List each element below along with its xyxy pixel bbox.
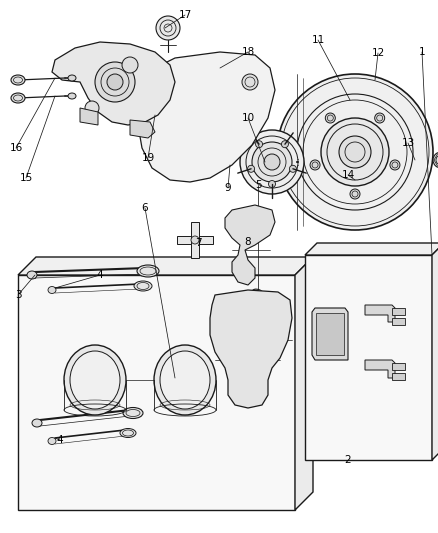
Ellipse shape (48, 287, 56, 294)
Text: 4: 4 (97, 270, 103, 280)
Polygon shape (365, 305, 395, 322)
Circle shape (240, 130, 304, 194)
Polygon shape (295, 257, 313, 510)
Circle shape (85, 101, 99, 115)
Polygon shape (210, 290, 292, 408)
Polygon shape (130, 120, 155, 138)
Polygon shape (365, 360, 395, 378)
Ellipse shape (48, 438, 56, 445)
Ellipse shape (64, 345, 126, 415)
Circle shape (242, 380, 262, 400)
Circle shape (350, 189, 360, 199)
Text: 18: 18 (241, 47, 254, 57)
Circle shape (339, 136, 371, 168)
Polygon shape (312, 308, 348, 360)
Polygon shape (305, 243, 438, 255)
Circle shape (282, 141, 289, 148)
Circle shape (374, 113, 385, 123)
Text: 7: 7 (194, 238, 201, 248)
Polygon shape (80, 108, 98, 125)
Polygon shape (177, 236, 213, 244)
Circle shape (107, 74, 123, 90)
Polygon shape (392, 373, 405, 380)
Polygon shape (305, 255, 432, 460)
Polygon shape (392, 308, 405, 315)
Circle shape (242, 300, 262, 320)
Text: 17: 17 (178, 10, 192, 20)
Text: 1: 1 (419, 47, 425, 57)
Text: 6: 6 (141, 203, 148, 213)
Circle shape (290, 165, 297, 172)
Circle shape (156, 16, 180, 40)
Text: 4: 4 (57, 435, 64, 445)
Polygon shape (138, 52, 275, 182)
Circle shape (390, 160, 400, 170)
Circle shape (277, 74, 433, 230)
Circle shape (242, 74, 258, 90)
Polygon shape (392, 363, 405, 370)
Circle shape (310, 160, 320, 170)
Ellipse shape (70, 351, 120, 409)
Ellipse shape (160, 351, 210, 409)
Circle shape (325, 113, 336, 123)
Ellipse shape (137, 265, 159, 277)
Text: 3: 3 (15, 290, 21, 300)
Text: 11: 11 (311, 35, 325, 45)
Circle shape (433, 152, 438, 168)
Text: 2: 2 (345, 455, 351, 465)
Circle shape (268, 181, 276, 188)
Circle shape (252, 142, 292, 182)
Circle shape (247, 165, 254, 172)
Polygon shape (432, 243, 438, 460)
Ellipse shape (233, 341, 263, 359)
Text: 15: 15 (19, 173, 32, 183)
Polygon shape (52, 42, 175, 125)
Ellipse shape (252, 289, 264, 297)
Ellipse shape (32, 419, 42, 427)
Ellipse shape (11, 75, 25, 85)
Ellipse shape (134, 281, 152, 291)
Circle shape (255, 141, 262, 148)
Ellipse shape (120, 429, 136, 438)
Text: 16: 16 (9, 143, 23, 153)
Text: 5: 5 (254, 180, 261, 190)
Text: 12: 12 (371, 48, 385, 58)
Text: 19: 19 (141, 153, 155, 163)
Circle shape (122, 57, 138, 73)
Circle shape (95, 62, 135, 102)
Circle shape (264, 154, 280, 170)
Text: 14: 14 (341, 170, 355, 180)
Circle shape (157, 74, 173, 90)
Circle shape (246, 212, 258, 224)
Polygon shape (18, 257, 313, 275)
Text: 8: 8 (245, 237, 251, 247)
Circle shape (321, 118, 389, 186)
Circle shape (191, 236, 199, 244)
Text: 9: 9 (225, 183, 231, 193)
Polygon shape (225, 205, 275, 285)
Polygon shape (18, 275, 295, 510)
Ellipse shape (27, 271, 37, 279)
Text: 13: 13 (401, 138, 415, 148)
Ellipse shape (123, 408, 143, 418)
Circle shape (242, 266, 254, 278)
Ellipse shape (68, 75, 76, 81)
Polygon shape (191, 222, 199, 258)
Ellipse shape (11, 93, 25, 103)
Polygon shape (392, 318, 405, 325)
Ellipse shape (154, 345, 216, 415)
Polygon shape (316, 313, 344, 355)
Text: 10: 10 (241, 113, 254, 123)
Ellipse shape (68, 93, 76, 99)
